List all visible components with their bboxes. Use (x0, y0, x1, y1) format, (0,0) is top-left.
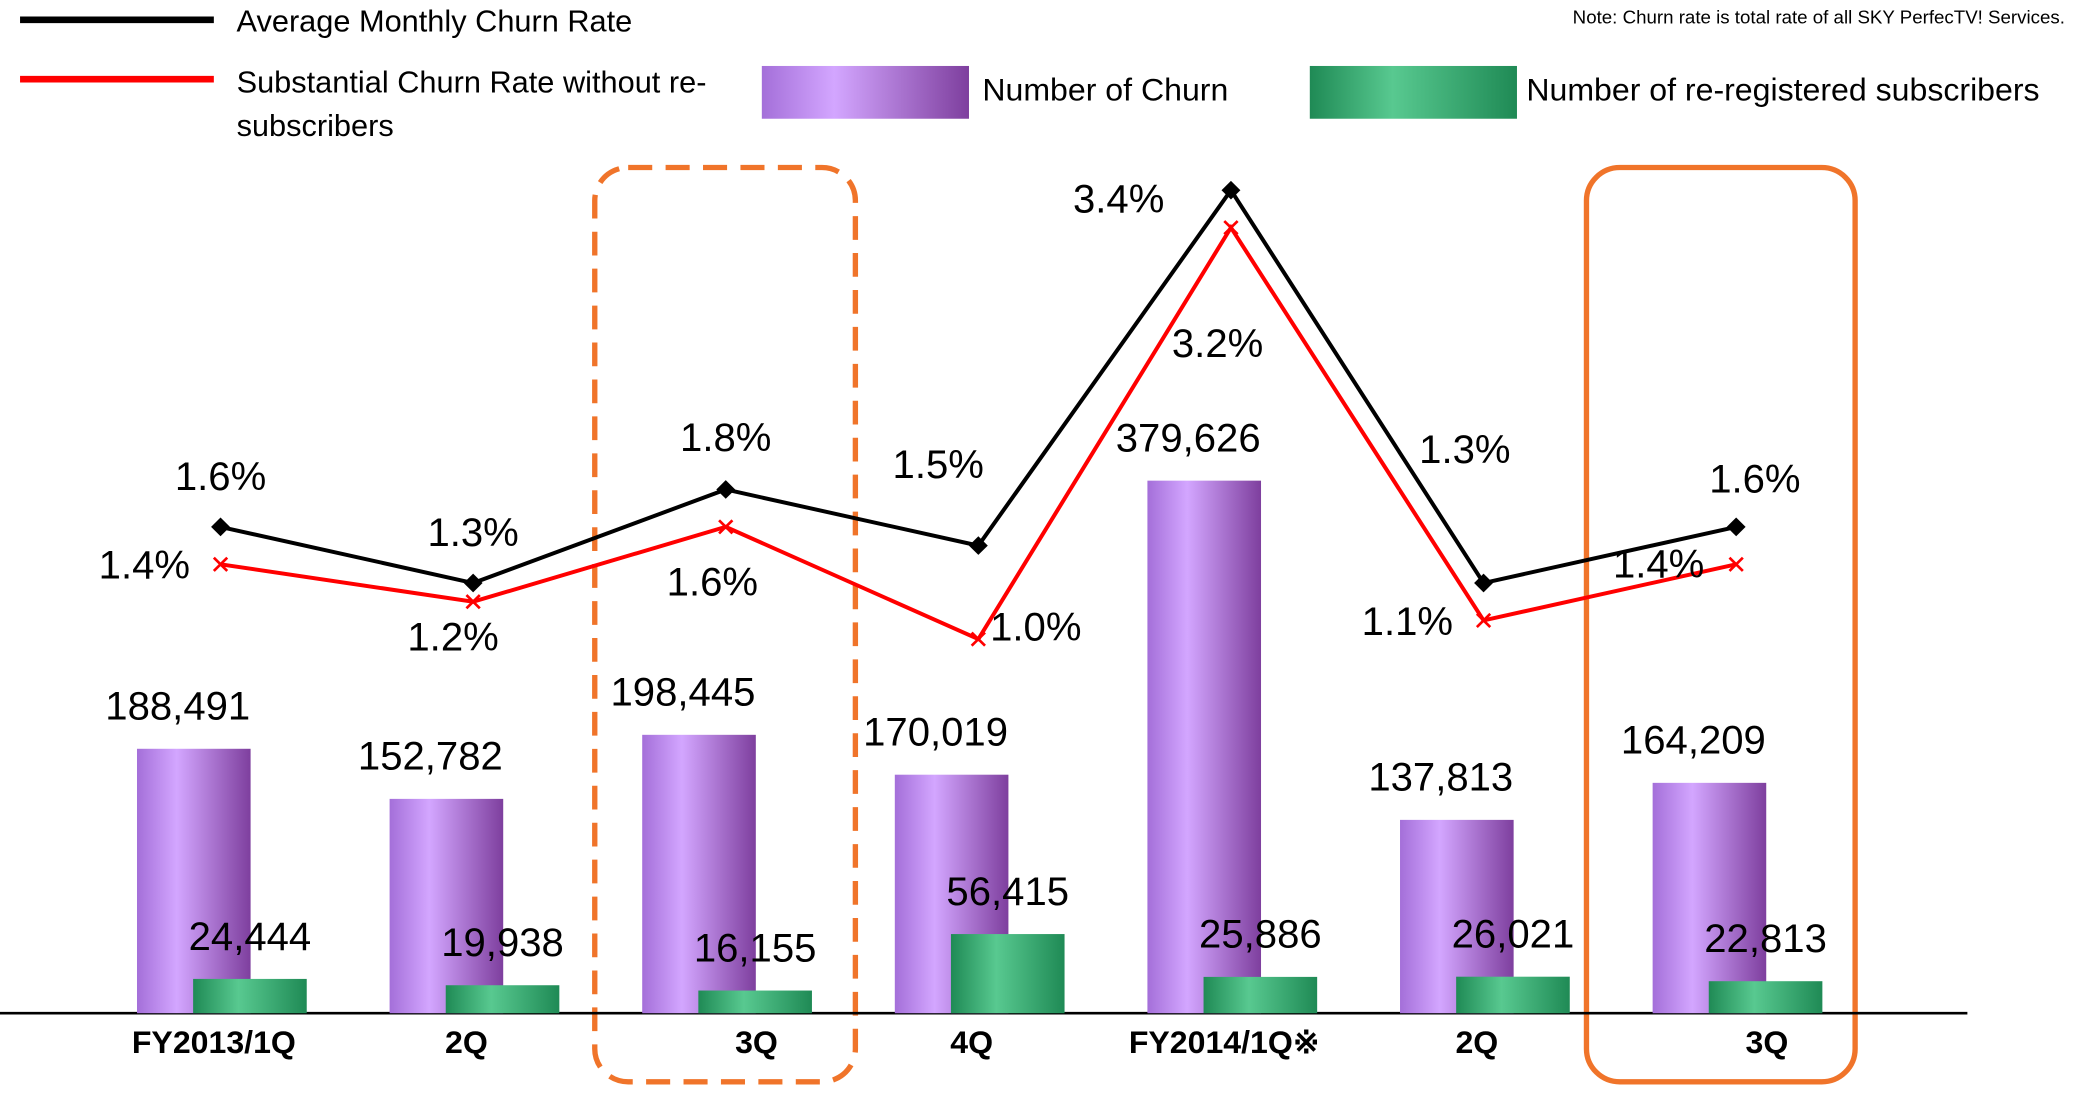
x-tick-label: 4Q (950, 1024, 993, 1060)
bar (950, 934, 1065, 1014)
data-label: 188,491 (105, 685, 250, 729)
data-label: 1.4% (99, 544, 190, 588)
marker (212, 556, 229, 572)
legend-label-box: Substantial Churn Rate without re-subscr… (236, 64, 707, 143)
marker (1474, 573, 1494, 593)
data-label: 1.3% (427, 511, 518, 555)
bar (1203, 976, 1318, 1014)
marker (463, 573, 483, 593)
data-label: 1.4% (1613, 543, 1704, 587)
data-label: 3.2% (1172, 322, 1263, 366)
marker (465, 594, 481, 610)
bar (193, 978, 307, 1014)
data-label: 22,813 (1704, 917, 1827, 961)
data-label: 25,886 (1199, 913, 1322, 957)
data-label: 1.3% (1419, 428, 1510, 472)
data-label: 1.1% (1362, 600, 1453, 644)
bar (389, 798, 504, 1014)
data-label: 152,782 (358, 735, 503, 779)
legend-swatch (761, 65, 969, 119)
marker (970, 631, 986, 647)
legend-label: Average Monthly Churn Rate (237, 5, 633, 39)
x-tick-label: FY2013/1Q (132, 1024, 296, 1060)
highlight-box (1583, 164, 1858, 1085)
legend-label: Number of Churn (982, 72, 1228, 108)
bar (698, 990, 812, 1014)
bar (1147, 480, 1262, 1014)
x-tick-label: 2Q (1455, 1024, 1498, 1060)
legend-label: Number of re-registered subscribers (1526, 72, 2039, 108)
x-tick-label: 2Q (445, 1024, 488, 1060)
bar (1456, 976, 1570, 1014)
data-label: 56,415 (946, 870, 1069, 914)
bar (642, 734, 756, 1014)
bar (1652, 782, 1767, 1014)
marker (1475, 612, 1492, 628)
x-tick-label: 3Q (735, 1024, 778, 1060)
note: Note: Churn rate is total rate of all SK… (1573, 6, 2065, 27)
data-label: 19,938 (441, 921, 564, 965)
data-label: 379,626 (1116, 417, 1261, 461)
data-label: 1.8% (680, 416, 771, 460)
data-label: 24,444 (189, 915, 312, 959)
legend-label: Substantial Churn Rate without re-subscr… (236, 64, 707, 143)
data-label: 1.6% (175, 455, 266, 499)
data-label: 170,019 (863, 711, 1008, 755)
marker (211, 517, 230, 537)
marker (1726, 517, 1746, 537)
marker (968, 536, 988, 555)
data-label: 137,813 (1368, 756, 1513, 800)
marker (1728, 556, 1744, 572)
x-tick-label: FY2014/1Q※ (1129, 1024, 1320, 1060)
data-label: 3.4% (1073, 178, 1164, 222)
bar (445, 985, 560, 1014)
data-label: 26,021 (1452, 913, 1575, 957)
bar (1708, 981, 1823, 1014)
highlight-box (592, 164, 859, 1085)
marker (1221, 180, 1241, 200)
data-label: 1.2% (407, 616, 498, 660)
data-label: 164,209 (1621, 719, 1766, 763)
legend-swatch (1309, 65, 1517, 119)
data-label: 16,155 (694, 927, 817, 971)
x-tick-label: 3Q (1746, 1024, 1789, 1060)
data-label: 1.6% (1709, 458, 1800, 502)
marker (718, 519, 734, 535)
data-label: 1.6% (667, 561, 758, 605)
data-label: 198,445 (611, 671, 756, 715)
marker (1223, 220, 1239, 236)
data-label: 1.5% (893, 443, 984, 487)
bar (136, 748, 251, 1014)
marker (716, 480, 736, 499)
data-label: 1.0% (990, 606, 1081, 650)
